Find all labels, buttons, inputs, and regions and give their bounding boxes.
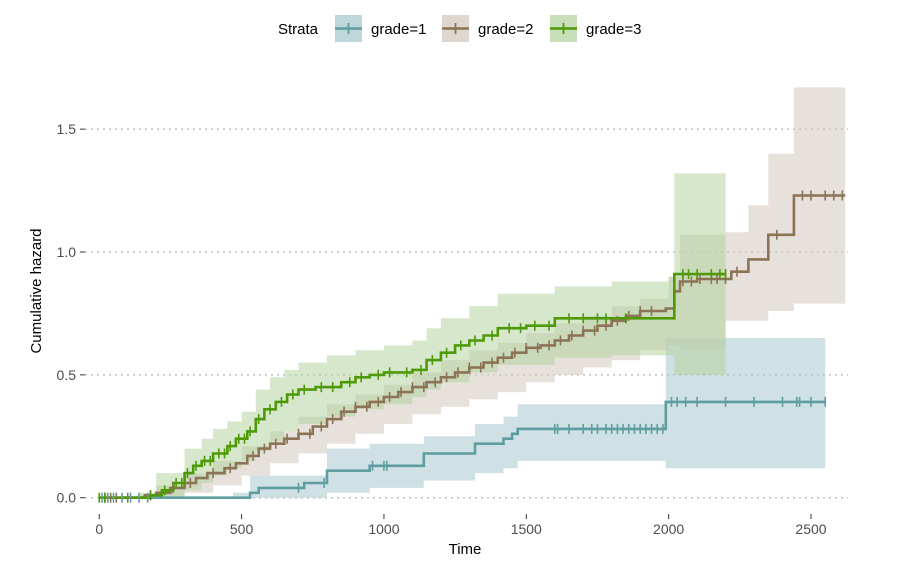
y-tick-label: 0.5 [57,367,77,383]
x-tick-label: 500 [230,521,254,537]
confidence-bands [99,87,846,498]
x-tick-label: 1500 [511,521,542,537]
legend: Strata grade=1 grade=2 grade=3 [278,15,641,42]
line-grade-1 [99,400,826,499]
legend-title: Strata [278,21,319,38]
x-tick-label: 0 [95,521,103,537]
y-tick-label: 1.0 [57,244,77,260]
line-grade-3 [99,272,726,499]
hazard-curves [99,194,846,499]
band-grade-1 [99,338,826,498]
y-tick-label: 0.0 [57,490,77,506]
legend-label: grade=1 [371,21,426,38]
y-axis-title: Cumulative hazard [28,228,45,353]
y-tick-label: 1.5 [57,121,77,137]
y-axis: 0.0 0.5 1.0 1.5 [57,121,85,506]
legend-label: grade=2 [478,21,533,38]
x-tick-label: 2000 [653,521,684,537]
x-tick-label: 1000 [368,521,399,537]
legend-label: grade=3 [586,21,641,38]
x-axis-title: Time [449,541,482,558]
band-grade-3 [99,173,726,498]
line-grade-2 [99,194,846,499]
censor-marks [98,190,844,503]
x-axis: 0 500 1000 1500 2000 2500 [95,514,827,537]
x-tick-label: 2500 [795,521,826,537]
